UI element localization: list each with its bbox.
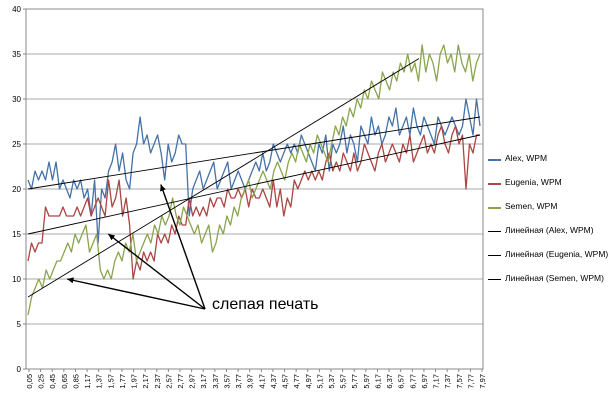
x-tick-label: 3,57	[222, 374, 231, 389]
x-tick-label: 7,77	[466, 374, 475, 389]
y-tick-label: 30	[12, 95, 21, 104]
x-tick-label: 6,57	[397, 374, 406, 389]
annotation-arrow	[107, 233, 206, 310]
x-tick-label: 5,57	[339, 374, 348, 389]
legend-line-alex	[488, 159, 501, 161]
annotation-arrowhead	[160, 184, 166, 192]
x-tick-label: 1,17	[83, 374, 92, 389]
x-tick-label: 3,37	[211, 374, 220, 389]
x-tick-label: 6,37	[385, 374, 394, 389]
x-tick-label: 3,77	[234, 374, 243, 389]
x-tick-label: 0,25	[37, 374, 46, 389]
x-tick-label: 0,05	[25, 374, 34, 389]
x-tick-label: 5,97	[362, 374, 371, 389]
x-tick-label: 6,77	[408, 374, 417, 389]
y-tick-label: 0	[17, 365, 22, 374]
series-line-semen	[27, 44, 481, 316]
legend-item-trend-alex: Линейная (Alex, WPM)	[488, 224, 606, 240]
y-tick-label: 25	[12, 140, 21, 149]
legend-line-trend-semen	[488, 279, 501, 280]
x-tick-label: 1,57	[106, 374, 115, 389]
y-tick-label: 35	[12, 50, 21, 59]
x-tick-label: 2,97	[188, 374, 197, 389]
annotation-text: слепая печать	[212, 296, 319, 313]
legend-item-eugenia: Eugenia, WPM	[488, 176, 606, 192]
x-tick-label: 4,97	[304, 374, 313, 389]
x-tick-label: 7,57	[455, 374, 464, 389]
x-tick-label: 0,65	[60, 374, 69, 389]
annotation-arrow	[66, 278, 206, 310]
legend-line-eugenia	[488, 183, 501, 185]
legend-label-alex: Alex, WPM	[505, 153, 548, 163]
x-tick-label: 0,45	[48, 374, 57, 389]
legend-item-trend-semen: Линейная (Semen, WPM)	[488, 272, 606, 288]
annotation-arrowhead	[67, 277, 74, 284]
legend-label-trend-alex: Линейная (Alex, WPM)	[505, 225, 594, 235]
x-tick-label: 4,17	[257, 374, 266, 389]
annotation-arrowhead	[108, 234, 116, 241]
legend-line-trend-alex	[488, 231, 501, 232]
x-tick-label: 6,97	[420, 374, 429, 389]
x-tick-label: 7,37	[443, 374, 452, 389]
trendline-eugeniawpm	[27, 134, 481, 235]
x-tick-label: 2,37	[153, 374, 162, 389]
x-tick-label: 1,77	[118, 374, 127, 389]
x-tick-label: 4,77	[292, 374, 301, 389]
legend-item-alex: Alex, WPM	[488, 152, 606, 168]
legend-label-trend-eugenia: Линейная (Eugenia, WPM)	[505, 249, 608, 259]
trendline-semenwpm	[27, 58, 420, 298]
x-tick-label: 7,17	[432, 374, 441, 389]
legend-line-trend-eugenia	[488, 255, 501, 256]
x-tick-label: 3,17	[199, 374, 208, 389]
x-tick-label: 0,85	[71, 374, 80, 389]
x-tick-label: 5,77	[350, 374, 359, 389]
x-tick-label: 3,97	[246, 374, 255, 389]
y-tick-label: 15	[12, 230, 21, 239]
x-tick-label: 6,17	[373, 374, 382, 389]
x-tick-label: 2,77	[176, 374, 185, 389]
legend: Alex, WPM Eugenia, WPM Semen, WPM Линейн…	[488, 152, 608, 296]
x-tick-label: 4,37	[269, 374, 278, 389]
legend-line-semen	[488, 207, 501, 209]
x-tick-label: 2,17	[141, 374, 150, 389]
legend-label-trend-semen: Линейная (Semen, WPM)	[505, 273, 604, 283]
y-tick-label: 10	[12, 275, 21, 284]
x-tick-label: 4,57	[281, 374, 290, 389]
x-tick-label: 5,17	[315, 374, 324, 389]
legend-label-eugenia: Eugenia, WPM	[505, 177, 562, 187]
x-tick-label: 1,37	[95, 374, 104, 389]
x-tick-label: 1,97	[130, 374, 139, 389]
trendline-alexwpm	[27, 116, 481, 190]
x-tick-label: 2,57	[164, 374, 173, 389]
y-tick-label: 40	[12, 5, 21, 14]
series-line-alex	[27, 98, 481, 244]
annotation-arrow	[160, 184, 206, 310]
legend-label-semen: Semen, WPM	[505, 201, 558, 211]
x-tick-label: 5,37	[327, 374, 336, 389]
legend-item-trend-eugenia: Линейная (Eugenia, WPM)	[488, 248, 608, 264]
legend-item-semen: Semen, WPM	[488, 200, 606, 216]
y-tick-label: 5	[17, 320, 22, 329]
x-tick-label: 7,97	[478, 374, 487, 389]
y-tick-label: 20	[12, 185, 21, 194]
